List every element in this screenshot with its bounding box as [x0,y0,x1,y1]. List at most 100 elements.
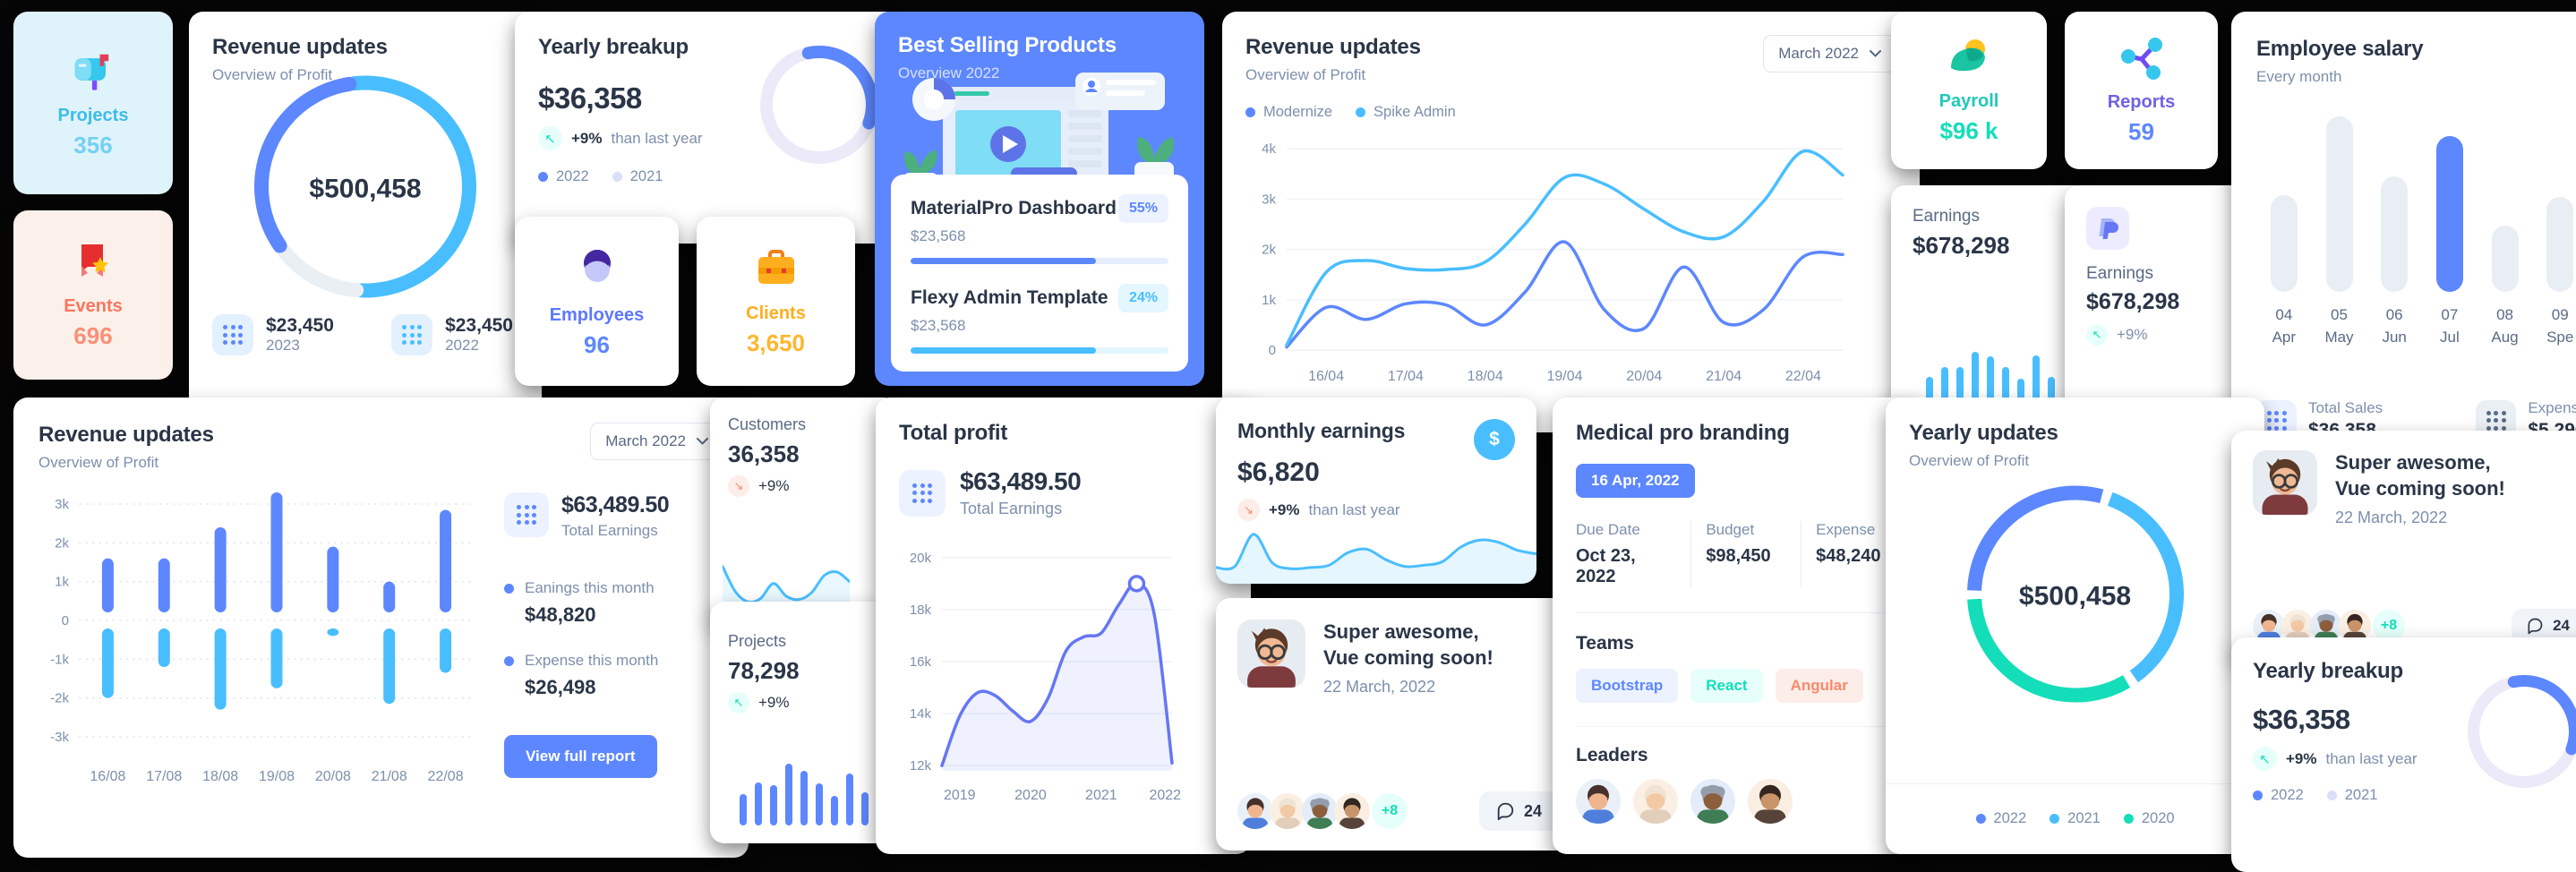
announcement-date: 22 March, 2022 [2335,509,2448,527]
earnings-month-value: $48,820 [525,603,596,626]
legend-2021: 2021 [2050,810,2101,827]
spark-bar [846,773,853,825]
card-subtitle: Every month [2256,68,2342,85]
svg-text:18k: 18k [910,603,932,618]
card-title: Total profit [899,421,1008,445]
avatar [1690,779,1735,824]
legend-2021: 2021 [612,168,663,185]
trend-up-icon: ↖ [2253,747,2277,771]
avatar [1576,779,1621,824]
teams-heading: Teams [1576,633,1634,654]
svg-text:4k: 4k [1262,141,1276,157]
announcement-title-line2: Vue coming soon! [2335,476,2505,500]
delta-value: +9% [1269,500,1300,518]
avatar [1748,779,1793,824]
events-value: 696 [73,321,113,349]
legend-2022: 2022 [538,168,589,185]
legend-spike-admin: Spike Admin [1356,104,1456,121]
avatar [1237,620,1305,688]
svg-text:16k: 16k [910,654,932,670]
delta-row: ↖ +9% than last year [538,126,878,150]
stat-label: Total Sales [2308,399,2383,416]
products-illustration [903,73,1175,201]
delta-note: than last year [1308,500,1400,518]
spark-bar [2017,379,2024,403]
legend-2022: 2022 [1975,810,2026,827]
yearly-breakup-card: Yearly breakup $36,358 ↖ +9% than last y… [515,12,902,244]
product-name: MaterialPro Dashboard [911,198,1117,218]
revenue-updates-donut-card: Revenue updates Overview of Profit $500,… [189,12,542,432]
customers-card: Customers 36,358 ↘ +9% [710,398,898,624]
legend-dot [2123,814,2134,824]
svg-text:2021: 2021 [1085,788,1117,803]
svg-text:0: 0 [1269,343,1276,358]
revenue-updates-bar-card: Revenue updates Overview of Profit March… [13,398,749,858]
legend-dot [2050,814,2060,824]
spark-bar [1941,367,1948,403]
comments-pill[interactable]: 24 [2512,609,2576,643]
projects-tile: Projects 356 [13,12,173,194]
announcement-title-line1: Super awesome, [2335,451,2491,474]
yearly-breakup-donut [2468,675,2576,788]
stat-value: $23,450 [266,315,334,336]
svg-text:18/04: 18/04 [1468,369,1503,384]
spark-bar [1987,356,1994,403]
grid-dots-icon [899,469,946,517]
card-title: Best Selling Products [898,33,1117,57]
employee-salary-chart: 04 Apr 05 May 06 Jun 07 Jul 08 Aug 09 Spe [2256,116,2576,348]
svg-text:20k: 20k [910,551,932,566]
avatar [2253,450,2317,515]
employees-value: 96 [584,330,610,358]
monthly-earnings-wave [1216,533,1536,584]
yearly-updates-donut [1966,485,2184,703]
trend-down-icon: ↘ [728,475,749,497]
legend-modernize: Modernize [1245,104,1332,121]
month-dropdown[interactable]: March 2022 [1763,35,1896,73]
legend-dot [1975,814,1986,824]
avatar [1237,793,1273,829]
legend-2022: 2022 [2253,787,2304,804]
svg-text:1k: 1k [55,575,69,590]
card-title: Medical pro branding [1576,421,1790,445]
dropdown-value: March 2022 [1778,45,1859,62]
spark-bar [2033,355,2040,403]
clients-value: 3,650 [746,329,806,356]
delta-value: +9% [2286,749,2317,767]
payroll-label: Payroll [1938,91,1999,111]
svg-text:20/04: 20/04 [1626,369,1662,384]
legend-dot [1245,107,1255,117]
yearly-breakup-donut [760,46,878,164]
dropdown-value: March 2022 [605,432,686,449]
card-title: Revenue updates [1245,35,1421,59]
avatar-group: +8 [1237,793,1408,829]
spark-bar [816,783,823,825]
medical-branding-card: Medical pro branding 16 Apr, 2022 Due Da… [1553,398,1920,854]
payroll-leaf-icon [1951,39,1985,72]
delta-value: +9% [758,694,790,711]
svg-text:22/04: 22/04 [1785,369,1821,384]
comment-bubble-icon [1497,802,1514,821]
month-dropdown[interactable]: March 2022 [590,423,723,460]
svg-text:2020: 2020 [1014,788,1047,803]
revenue-line-chart: 4k 3k 2k 1k 0 16/04 17/04 18/04 19/04 20/04 21/04 2… [1262,141,1844,384]
comments-pill[interactable]: 24 [1478,791,1558,831]
legend-2020: 2020 [2123,810,2175,827]
svg-text:3k: 3k [55,497,69,512]
trend-up-icon: ↖ [538,126,562,150]
spark-bar [1926,377,1933,403]
customers-label: Customers [728,415,807,433]
card-title: Revenue updates [39,423,214,447]
earnings-spark-bars [1891,335,2090,403]
spark-bar [1972,352,1979,403]
projects-spark-bars [710,756,898,825]
poster-avatar [1237,620,1305,688]
view-full-report-button[interactable]: View full report [504,735,657,778]
grid-dots-icon [212,314,253,355]
earnings-label: Earnings [2086,264,2153,283]
delta-row: ↘ +9% than last year [1237,499,1405,521]
expense-month-value: $26,498 [525,676,596,698]
reports-tile: Reports 59 [2065,12,2218,169]
comments-count: 24 [2553,617,2570,634]
projects-label: Projects [57,106,129,125]
yearly-updates-card: Yearly updates Overview of Profit $500,4… [1886,398,2264,854]
